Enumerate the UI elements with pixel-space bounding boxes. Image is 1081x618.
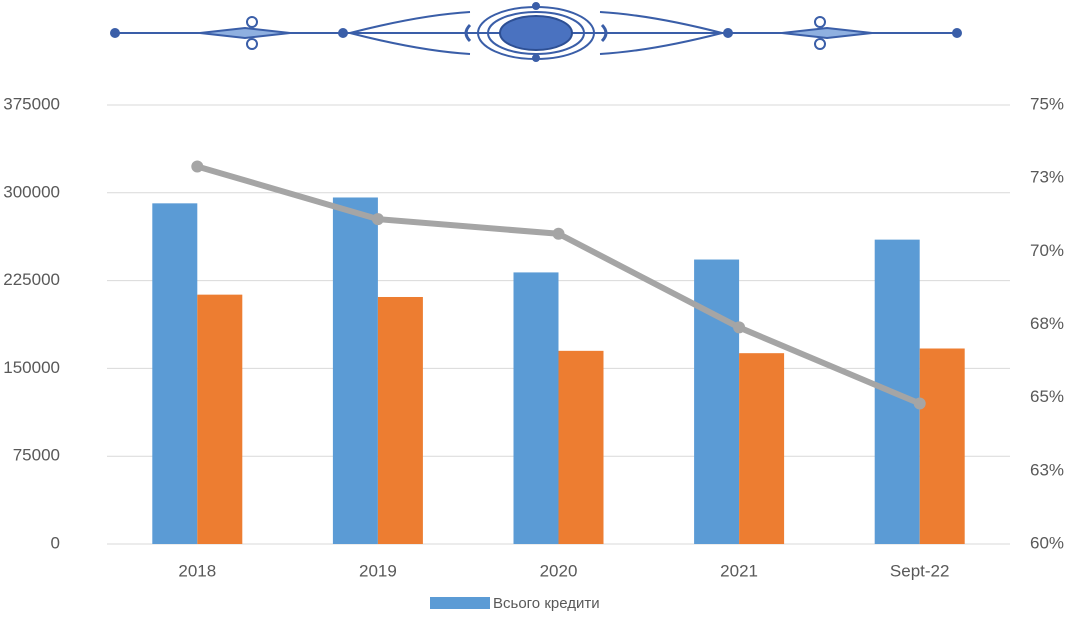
y2-tick-label: 73% bbox=[1030, 168, 1064, 187]
line-point bbox=[552, 227, 565, 240]
y-tick-label: 300000 bbox=[3, 182, 60, 201]
bar bbox=[919, 348, 965, 544]
ornament bbox=[110, 2, 962, 62]
legend-swatch bbox=[430, 597, 490, 609]
bar bbox=[197, 294, 243, 544]
line-point bbox=[733, 321, 746, 334]
x-tick-label: Sept-22 bbox=[890, 561, 950, 580]
y2-tick-label: 70% bbox=[1030, 241, 1064, 260]
legend-label: Всього кредити bbox=[493, 595, 600, 612]
x-tick-label: 2021 bbox=[720, 561, 758, 580]
y-tick-label: 0 bbox=[51, 533, 60, 552]
y2-tick-label: 65% bbox=[1030, 387, 1064, 406]
y2-tick-label: 68% bbox=[1030, 314, 1064, 333]
bar bbox=[558, 350, 604, 544]
bar bbox=[152, 203, 198, 544]
y2-tick-label: 60% bbox=[1030, 533, 1064, 552]
y-tick-label: 375000 bbox=[3, 94, 60, 113]
line-point bbox=[913, 397, 926, 410]
line-point bbox=[191, 160, 204, 173]
line-point bbox=[371, 213, 384, 226]
y-tick-label: 150000 bbox=[3, 358, 60, 377]
bar bbox=[513, 272, 559, 544]
bar bbox=[739, 353, 785, 544]
bar bbox=[694, 259, 740, 544]
x-tick-label: 2019 bbox=[359, 561, 397, 580]
bar bbox=[377, 296, 423, 544]
bar bbox=[332, 197, 378, 544]
y-tick-label: 225000 bbox=[3, 270, 60, 289]
y2-tick-label: 63% bbox=[1030, 460, 1064, 479]
y-tick-label: 75000 bbox=[13, 446, 60, 465]
y2-tick-label: 75% bbox=[1030, 94, 1064, 113]
x-tick-label: 2020 bbox=[540, 561, 578, 580]
x-tick-label: 2018 bbox=[178, 561, 216, 580]
